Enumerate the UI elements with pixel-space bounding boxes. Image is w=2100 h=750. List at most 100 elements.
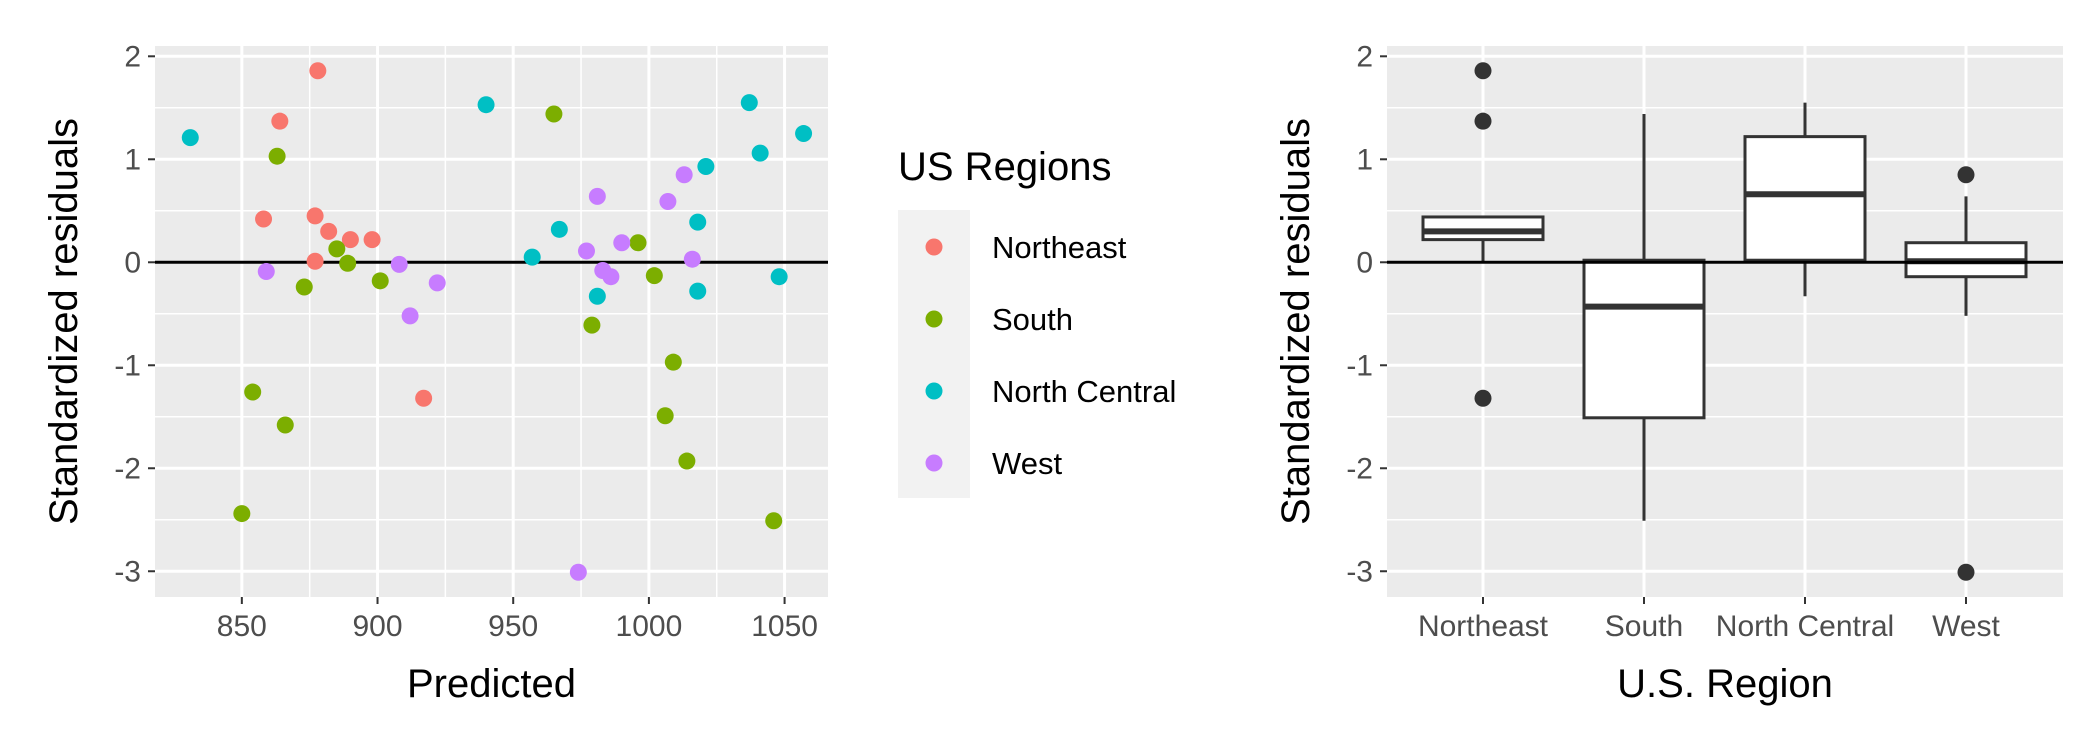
boxplot-y-tick-label: -1 (1346, 349, 1373, 382)
scatter-point (569, 563, 587, 581)
scatter-point (588, 287, 606, 305)
scatter-point (268, 147, 286, 165)
legend-label: West (992, 446, 1062, 481)
scatter-point (629, 234, 647, 252)
box-body (1582, 258, 1706, 420)
box-north-central (1743, 102, 1867, 297)
scatter-y-tick-label: -2 (114, 452, 141, 485)
scatter-point (675, 166, 693, 184)
scatter-point (645, 267, 663, 285)
scatter-point (257, 263, 275, 281)
boxplot-panel: -3 -2 -1 0 1 2 Northeast South North Central West… (1274, 40, 2063, 706)
scatter-point (751, 144, 769, 162)
box-outlier (1474, 62, 1492, 80)
scatter-point (255, 210, 273, 228)
box-northeast (1421, 62, 1545, 407)
scatter-point (765, 512, 783, 530)
scatter-point (740, 94, 758, 112)
scatter-point (271, 112, 289, 130)
scatter-point (306, 252, 324, 270)
boxplot-x-tick-label: West (1932, 610, 2000, 643)
legend-title: US Regions (898, 145, 1111, 189)
legend-label: South (992, 302, 1073, 337)
scatter-point (428, 274, 446, 292)
scatter-plot-area (155, 46, 828, 597)
boxplot-x-tick-label: South (1605, 610, 1683, 643)
scatter-point (795, 125, 813, 143)
legend-label: Northeast (992, 230, 1127, 265)
scatter-x-tick-label: 850 (217, 610, 267, 643)
scatter-point (371, 272, 389, 290)
scatter-point (181, 129, 199, 147)
scatter-point (545, 105, 563, 123)
scatter-x-tick-label: 900 (352, 610, 402, 643)
boxplot-y-axis-title: Standardized residuals (1274, 118, 1318, 525)
scatter-point (583, 316, 601, 334)
scatter-x-tick-label: 1000 (616, 610, 683, 643)
scatter-point (523, 248, 541, 266)
scatter-point (295, 278, 313, 296)
scatter-y-tick-label: -3 (114, 555, 141, 588)
box-body (1421, 215, 1545, 242)
scatter-point (233, 505, 251, 523)
scatter-point (770, 268, 788, 286)
legend-key (925, 238, 943, 256)
boxplot-y-tick-label: 1 (1356, 143, 1373, 176)
legend-key (925, 382, 943, 400)
legend-key (925, 454, 943, 472)
scatter-x-axis-title: Predicted (407, 662, 576, 706)
legend: US Regions Northeast South North Central Wes… (898, 145, 1176, 498)
box-south (1582, 113, 1706, 521)
boxplot-plot-area (1387, 46, 2063, 597)
scatter-point (401, 307, 419, 325)
scatter-point (656, 407, 674, 425)
scatter-y-tick-label: -1 (114, 349, 141, 382)
boxplot-y-tick-label: -2 (1346, 452, 1373, 485)
legend-label: North Central (992, 374, 1176, 409)
scatter-point (697, 157, 715, 175)
scatter-point (689, 282, 707, 300)
legend-key-background (898, 210, 970, 498)
scatter-point (415, 389, 433, 407)
scatter-point (339, 254, 357, 272)
scatter-point (613, 234, 631, 252)
boxplot-x-axis-title: U.S. Region (1617, 662, 1833, 706)
scatter-y-tick-label: 1 (124, 143, 141, 176)
box-outlier (1474, 112, 1492, 130)
scatter-point (664, 353, 682, 371)
box-outlier (1474, 389, 1492, 407)
legend-key (925, 310, 943, 328)
box-outlier (1957, 166, 1975, 184)
scatter-y-axis-title: Standardized residuals (42, 118, 86, 525)
boxplot-y-tick-label: 2 (1356, 40, 1373, 73)
scatter-point (550, 220, 568, 238)
scatter-point (328, 240, 346, 258)
scatter-panel: -3 -2 -1 0 1 2 850 900 950 1000 1050 Predicted Stand… (42, 40, 828, 706)
scatter-point (659, 193, 677, 211)
scatter-point (341, 231, 359, 249)
scatter-point (588, 187, 606, 205)
scatter-point (244, 383, 262, 401)
scatter-point (363, 231, 381, 249)
scatter-point (678, 452, 696, 470)
scatter-point (602, 268, 620, 286)
scatter-point (276, 416, 294, 434)
scatter-point (309, 62, 327, 80)
boxplot-x-tick-label: Northeast (1418, 610, 1549, 643)
scatter-point (577, 242, 595, 260)
scatter-point (306, 207, 324, 225)
scatter-y-tick-label: 0 (124, 246, 141, 279)
box-body (1743, 135, 1867, 262)
scatter-point (477, 96, 495, 114)
scatter-point (683, 250, 701, 268)
boxplot-y-tick-label: 0 (1356, 246, 1373, 279)
scatter-point (689, 213, 707, 231)
scatter-point (320, 222, 338, 240)
scatter-x-tick-label: 950 (488, 610, 538, 643)
boxplot-x-tick-label: North Central (1716, 610, 1894, 643)
scatter-y-tick-label: 2 (124, 40, 141, 73)
scatter-point (390, 255, 408, 273)
box-outlier (1957, 563, 1975, 581)
scatter-x-tick-label: 1050 (751, 610, 818, 643)
